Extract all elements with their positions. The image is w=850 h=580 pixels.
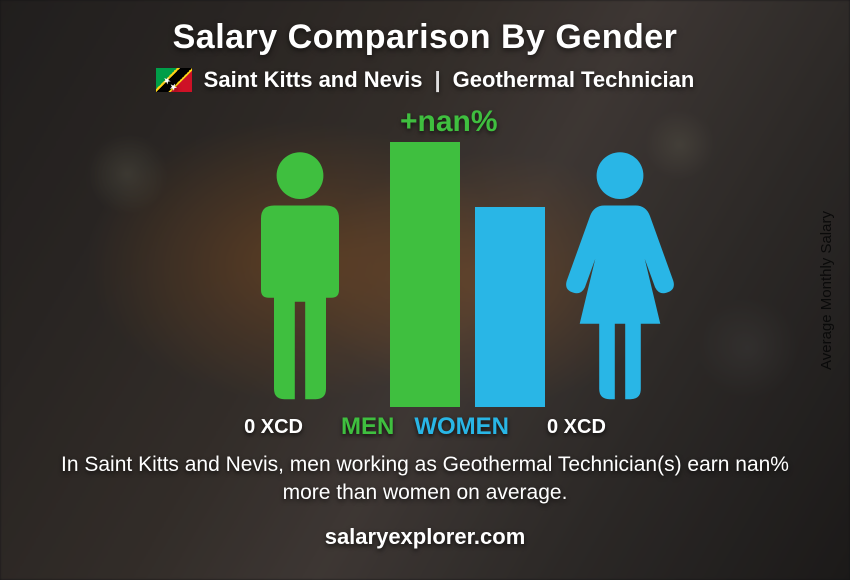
women-value: 0 XCD <box>547 416 606 439</box>
job-label: Geothermal Technician <box>453 67 695 93</box>
men-value: 0 XCD <box>244 416 303 439</box>
women-category: WOMEN <box>414 413 509 441</box>
separator: | <box>435 67 441 93</box>
flag-icon <box>156 68 192 92</box>
footer-site: salaryexplorer.com <box>325 524 526 550</box>
difference-label: +nan% <box>400 105 498 139</box>
axis-labels: 0 XCD MEN WOMEN 0 XCD <box>105 413 745 441</box>
female-icon <box>555 147 685 407</box>
male-icon <box>235 147 365 407</box>
description-text: In Saint Kitts and Nevis, men working as… <box>55 451 795 508</box>
men-category: MEN <box>341 413 394 441</box>
y-axis-label-wrap: Average Monthly Salary <box>816 0 836 580</box>
page-title: Salary Comparison By Gender <box>173 18 678 57</box>
bar-men <box>390 142 460 407</box>
y-axis-label: Average Monthly Salary <box>818 211 835 370</box>
country-label: Saint Kitts and Nevis <box>204 67 423 93</box>
chart-area: +nan% 0 XCD MEN WOMEN 0 XCD <box>105 105 745 445</box>
subtitle-row: Saint Kitts and Nevis | Geothermal Techn… <box>156 67 695 93</box>
infographic-content: Salary Comparison By Gender Saint Kitts … <box>0 0 850 580</box>
bar-women <box>475 207 545 407</box>
